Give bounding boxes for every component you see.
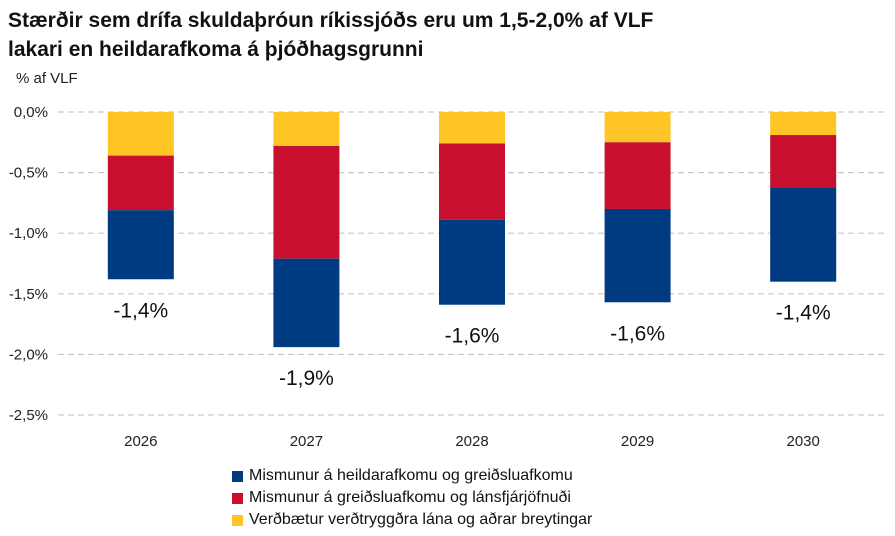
legend-swatch-verdbaetur xyxy=(232,514,243,526)
total-data-label: -1,4% xyxy=(113,299,168,322)
legend: Mismunur á heildarafkomu og greiðsluafko… xyxy=(232,465,592,531)
y-axis-unit-label: % af VLF xyxy=(16,70,78,87)
y-tick-label: 0,0% xyxy=(14,104,48,121)
bar-segment xyxy=(439,143,505,220)
total-data-label: -1,6% xyxy=(610,322,665,345)
bar-segment xyxy=(604,142,671,209)
legend-swatch-greidsluafkoma xyxy=(232,492,243,504)
total-data-label: -1,9% xyxy=(279,367,334,390)
bar-segment xyxy=(107,112,174,156)
legend-item-verdbaetur: Verðbætur verðtryggðra lána og aðrar bre… xyxy=(232,509,592,531)
y-tick-label: -0,5% xyxy=(9,165,48,182)
bar-segment xyxy=(770,135,837,188)
legend-item-greidsluafkoma: Mismunur á greiðsluafkomu og lánsfjárjöf… xyxy=(232,487,592,509)
x-tick-label: 2029 xyxy=(621,433,654,450)
bar-segment xyxy=(770,187,837,282)
bar-segment xyxy=(604,112,671,143)
legend-label-heildarafkoma: Mismunur á heildarafkomu og greiðsluafko… xyxy=(249,467,573,484)
total-data-label: -1,6% xyxy=(445,325,500,348)
legend-label-verdbaetur: Verðbætur verðtryggðra lána og aðrar bre… xyxy=(249,511,593,528)
y-tick-label: -1,5% xyxy=(9,286,48,303)
x-tick-label: 2027 xyxy=(290,433,323,450)
chart-title-line-2: lakari en heildarafkoma á þjóðhagsgrunni xyxy=(8,38,424,61)
y-tick-label: -2,5% xyxy=(9,407,48,424)
y-tick-label: -2,0% xyxy=(9,346,48,363)
y-tick-label: -1,0% xyxy=(9,225,48,242)
bar-segment xyxy=(107,210,174,280)
legend-item-heildarafkoma: Mismunur á heildarafkomu og greiðsluafko… xyxy=(232,465,592,487)
total-data-label: -1,4% xyxy=(776,302,831,325)
chart-title-line-1: Stærðir sem drífa skuldaþróun ríkissjóðs… xyxy=(8,9,654,32)
bar-segment xyxy=(273,258,340,348)
bar-segment xyxy=(273,112,340,146)
legend-label-greidsluafkoma: Mismunur á greiðsluafkomu og lánsfjárjöf… xyxy=(249,489,571,506)
legend-swatch-heildarafkoma xyxy=(232,470,243,482)
stacked-bar-chart: 0,0% -0,5% -1,0% -1,5% -2,0% -2,5% -1,4% 2026 -1… xyxy=(9,104,886,450)
bar-segment xyxy=(107,155,174,211)
x-tick-label: 2026 xyxy=(124,433,157,450)
x-tick-label: 2030 xyxy=(787,433,820,450)
chart-title: Stærðir sem drífa skuldaþróun ríkissjóðs… xyxy=(8,6,888,64)
bar-segment xyxy=(273,145,340,259)
x-tick-label: 2028 xyxy=(455,433,488,450)
bar-segment xyxy=(439,219,505,305)
bar-segment xyxy=(604,208,671,303)
bar-segment xyxy=(770,112,837,136)
bar-segment xyxy=(439,112,505,144)
